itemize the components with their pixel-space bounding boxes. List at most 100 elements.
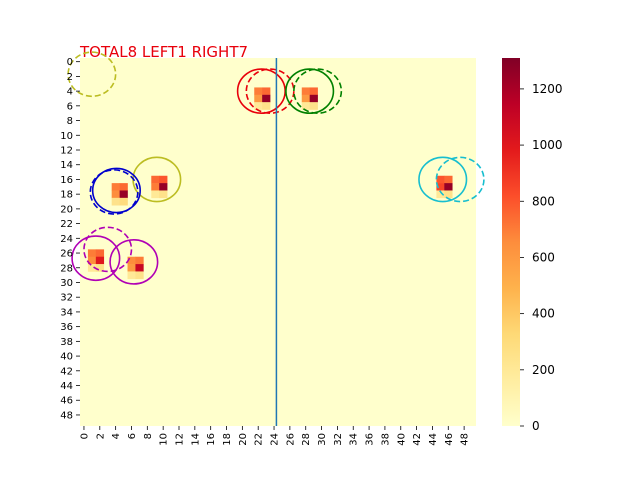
x-tick-label: 40 <box>396 433 407 446</box>
y-tick-label: 4 <box>67 87 73 98</box>
x-tick-label: 14 <box>190 433 201 446</box>
y-tick-label: 12 <box>60 146 73 157</box>
x-tick-label: 0 <box>79 433 90 439</box>
heatmap-cell <box>444 175 453 184</box>
detection-circle-dashed <box>293 68 343 115</box>
heatmap-cell <box>111 197 120 206</box>
heatmap-cell <box>87 264 97 272</box>
heatmap-cell <box>135 264 144 272</box>
heatmap-cell <box>119 190 128 199</box>
x-tick-label: 32 <box>333 433 344 446</box>
colorbar-tick-label: 200 <box>532 363 555 377</box>
y-tick-label: 24 <box>60 234 73 245</box>
heatmap-cell <box>436 183 445 191</box>
heatmap-cell <box>119 183 128 191</box>
x-tick-label: 42 <box>412 433 423 446</box>
heatmap-cell <box>111 183 120 191</box>
x-tick-label: 6 <box>127 433 138 439</box>
colorbar-tick-label: 1200 <box>532 82 563 96</box>
y-tick-label: 20 <box>60 204 73 215</box>
heatmap-cell <box>87 256 97 265</box>
y-tick-label: 38 <box>60 337 73 348</box>
x-tick-label: 30 <box>317 433 328 446</box>
detection-circle-dashed <box>245 68 295 115</box>
heatmap-cell <box>135 256 144 265</box>
y-tick-label: 16 <box>60 175 73 186</box>
heatmap-cell <box>151 190 160 199</box>
heatmap-cell <box>159 190 168 199</box>
heatmap-cell <box>127 264 136 272</box>
heatmap-cell <box>87 249 97 258</box>
y-tick-label: 8 <box>67 116 73 127</box>
heatmap-cell <box>262 102 271 110</box>
heatmap-cell <box>95 264 105 272</box>
heatmap-cell <box>95 249 105 258</box>
heatmap-cell <box>151 175 160 184</box>
y-tick-label: 18 <box>60 190 73 201</box>
heatmap-cell <box>135 271 144 280</box>
heatmap-cell <box>254 102 263 110</box>
colorbar <box>502 58 520 426</box>
y-tick-label: 46 <box>60 396 73 407</box>
heatmap-cell <box>309 102 318 110</box>
x-tick-label: 4 <box>111 433 122 439</box>
x-tick-label: 18 <box>222 433 233 446</box>
y-tick-label: 48 <box>60 410 73 421</box>
plot-area <box>80 58 476 426</box>
heatmap-cell <box>127 256 136 265</box>
heatmap-cell <box>111 190 120 199</box>
x-tick-label: 12 <box>175 433 186 446</box>
x-tick-label: 24 <box>270 433 281 446</box>
x-tick-label: 48 <box>460 433 471 446</box>
x-tick-label: 8 <box>143 433 154 439</box>
heatmap-cell <box>159 175 168 184</box>
detection-circle-solid <box>418 156 468 203</box>
x-tick-label: 44 <box>428 433 439 446</box>
x-axis-ticks: 0 2 4 6 8 10 12 14 16 18 20 22 24 26 28 30 32 34 36 38 40 42 4… <box>79 426 471 446</box>
x-tick-label: 26 <box>285 433 296 446</box>
y-tick-label: 26 <box>60 249 73 260</box>
x-tick-label: 38 <box>380 433 391 446</box>
colorbar-tick-label: 1000 <box>532 138 563 152</box>
x-tick-label: 10 <box>159 433 170 446</box>
heatmap-cell <box>119 197 128 206</box>
x-tick-label: 2 <box>95 433 106 439</box>
x-tick-label: 16 <box>206 433 217 446</box>
heatmap-cell <box>309 87 318 96</box>
y-tick-label: 22 <box>60 219 73 230</box>
detection-circle-solid <box>109 238 159 285</box>
y-tick-label: 14 <box>60 160 73 171</box>
heatmap-cell <box>444 190 453 199</box>
detection-circle-solid <box>91 167 141 214</box>
colorbar-tick-label: 800 <box>532 194 555 208</box>
detection-circle-solid <box>285 68 335 115</box>
x-tick-label: 46 <box>444 433 455 446</box>
heatmap-cell <box>301 102 310 110</box>
x-tick-label: 22 <box>254 433 265 446</box>
y-tick-label: 42 <box>60 366 73 377</box>
y-tick-label: 30 <box>60 278 73 289</box>
x-tick-label: 36 <box>365 433 376 446</box>
x-tick-label: 34 <box>349 433 360 446</box>
y-tick-label: 0 <box>67 57 73 68</box>
heatmap-cell <box>262 94 271 103</box>
heatmap-cell <box>95 256 105 265</box>
y-tick-label: 28 <box>60 263 73 274</box>
x-tick-label: 28 <box>301 433 312 446</box>
heatmap-cell <box>301 94 310 103</box>
detection-circle-solid <box>71 235 121 282</box>
heatmap-cell <box>444 183 453 191</box>
x-tick-label: 20 <box>238 433 249 446</box>
y-tick-label: 40 <box>60 352 73 363</box>
detection-circle-dashed <box>435 156 485 203</box>
detection-circle-dashed <box>67 51 117 98</box>
heatmap-cell <box>436 190 445 199</box>
heatmap-cell <box>159 183 168 191</box>
y-tick-label: 44 <box>60 381 73 392</box>
heatmap-cell <box>151 183 160 191</box>
heatmap-cell <box>262 87 271 96</box>
y-tick-label: 10 <box>60 131 73 142</box>
colorbar-tick-label: 0 <box>532 419 540 433</box>
detection-circle-dashed <box>89 169 139 215</box>
